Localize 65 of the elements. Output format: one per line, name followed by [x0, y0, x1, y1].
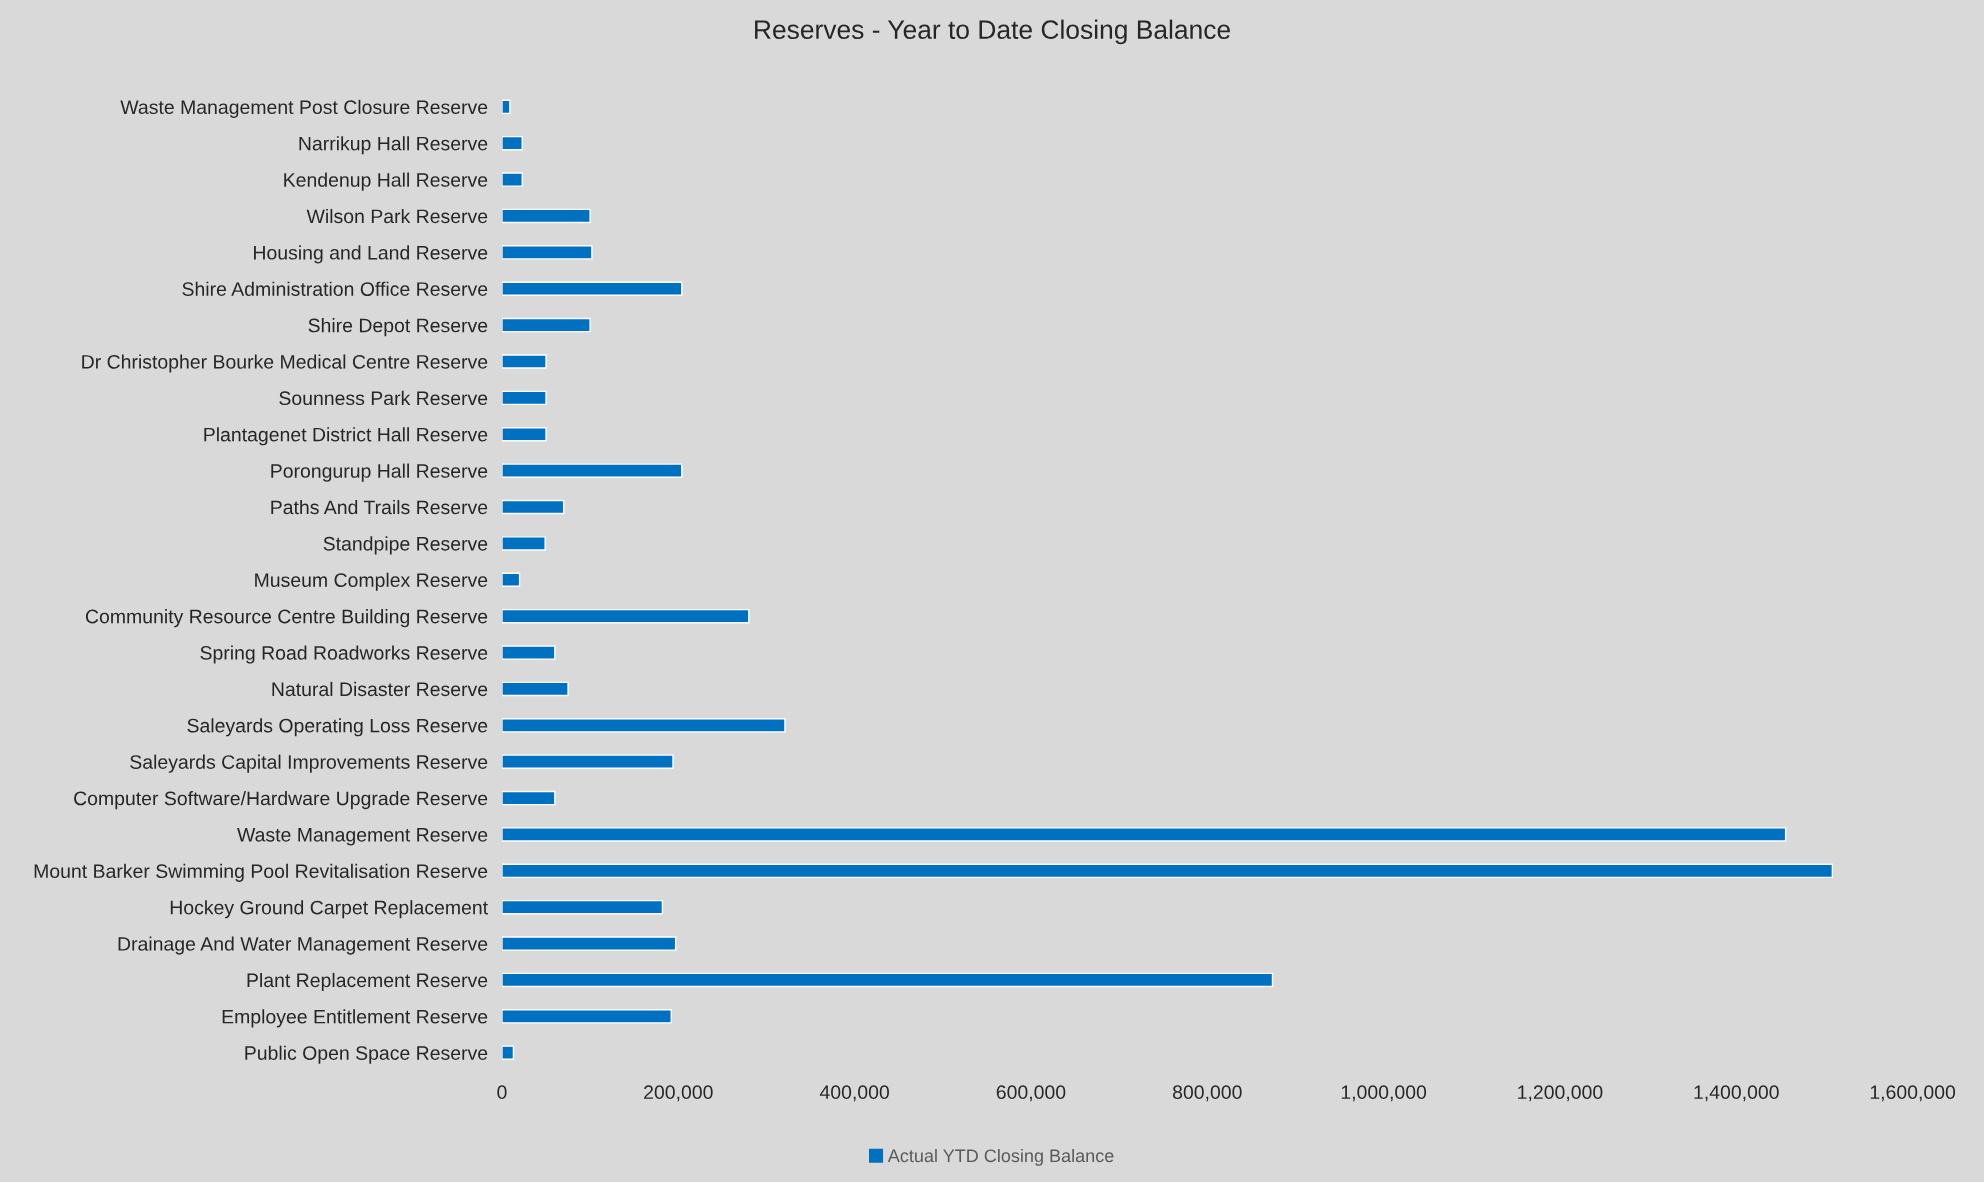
- bar: [501, 172, 523, 187]
- bar: [501, 718, 786, 733]
- bar: [501, 1009, 672, 1024]
- y-tick-label: Natural Disaster Reserve: [272, 681, 488, 697]
- y-tick-label: Kendenup Hall Reserve: [284, 172, 488, 191]
- x-tick-label: 800,000: [1172, 1085, 1242, 1102]
- bar: [501, 790, 556, 806]
- x-tick-label: 200,000: [644, 1085, 713, 1102]
- bar: [501, 972, 1274, 988]
- bar: [501, 572, 521, 588]
- x-tick-label: 400,000: [819, 1085, 889, 1102]
- x-tick-label: 0: [497, 1085, 507, 1100]
- y-tick-label: Waste Management Post Closure Reserve: [120, 99, 488, 118]
- x-tick-label: 1,000,000: [1341, 1085, 1427, 1102]
- y-tick-label: Plant Replacement Reserve: [247, 972, 488, 992]
- y-tick-label: Public Open Space Reserve: [245, 1045, 488, 1064]
- bar: [501, 754, 674, 769]
- x-tick-label: 1,400,000: [1694, 1085, 1779, 1102]
- x-tick-label: 1,200,000: [1518, 1085, 1603, 1102]
- y-tick-label: Computer Software/Hardware Upgrade Reserve: [74, 791, 488, 810]
- bar: [501, 99, 511, 115]
- x-tick-label: 600,000: [996, 1085, 1066, 1102]
- y-tick-label: Sounness Park Reserve: [279, 390, 488, 406]
- y-tick-label: Spring Road Roadworks Reserve: [200, 645, 488, 664]
- bar: [501, 863, 1834, 879]
- bar: [501, 499, 565, 515]
- bar: [501, 827, 1787, 842]
- y-tick-label: Paths And Trails Reserve: [271, 499, 488, 515]
- bar: [501, 1045, 515, 1060]
- y-tick-label: Plantagenet District Hall Reserve: [204, 427, 488, 446]
- y-tick-label: Drainage And Water Management Reserve: [118, 936, 488, 955]
- bar: [501, 608, 750, 624]
- bar: [501, 463, 683, 478]
- bar: [501, 281, 683, 296]
- bar: [501, 354, 547, 369]
- y-tick-label: Narrikup Hall Reserve: [299, 136, 488, 155]
- y-tick-label: Hockey Ground Carpet Replacement: [170, 900, 488, 919]
- chart-title: Reserves - Year to Date Closing Balance: [755, 19, 1230, 45]
- bar: [501, 245, 593, 260]
- bar: [501, 645, 556, 660]
- legend-label: Actual YTD Closing Balance: [887, 1148, 1114, 1166]
- bar: [501, 536, 546, 551]
- bar: [501, 936, 677, 951]
- y-tick-label: Saleyards Capital Improvements Reserve: [130, 754, 488, 773]
- y-tick-label: Standpipe Reserve: [323, 536, 488, 555]
- bar: [501, 899, 664, 915]
- y-tick-label: Museum Complex Reserve: [255, 572, 488, 591]
- x-tick-label: 1,600,000: [1870, 1085, 1956, 1102]
- bar: [501, 317, 591, 333]
- y-tick-label: Waste Management Reserve: [237, 828, 488, 846]
- bar: [501, 208, 591, 224]
- bar: [501, 135, 523, 151]
- y-tick-label: Porongurup Hall Reserve: [271, 463, 488, 482]
- bar: [501, 390, 547, 406]
- y-tick-label: Community Resource Centre Building Reserve: [85, 609, 488, 628]
- y-tick-label: Saleyards Operating Loss Reserve: [187, 718, 488, 737]
- bar: [501, 681, 569, 697]
- bar: [501, 427, 547, 442]
- y-tick-label: Housing and Land Reserve: [254, 245, 488, 264]
- y-tick-label: Dr Christopher Bourke Medical Centre Reserve: [82, 354, 488, 373]
- y-tick-label: Shire Depot Reserve: [308, 318, 488, 337]
- y-tick-label: Mount Barker Swimming Pool Revitalisation Reserve: [34, 863, 488, 882]
- y-tick-label: Wilson Park Reserve: [306, 208, 488, 224]
- y-tick-label: Employee Entitlement Reserve: [222, 1009, 488, 1028]
- y-tick-label: Shire Administration Office Reserve: [182, 281, 488, 296]
